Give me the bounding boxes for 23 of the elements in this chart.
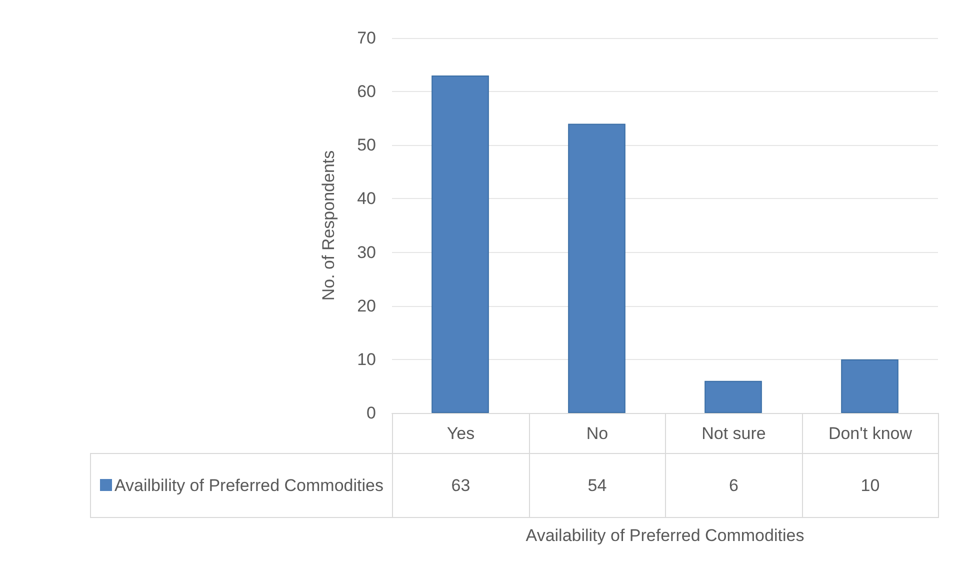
legend-label: Availbility of Preferred Commodities	[114, 476, 384, 496]
x-axis-title: Availability of Preferred Commodities	[524, 526, 806, 546]
y-tick-label: 70	[357, 28, 376, 48]
y-tick-label: 60	[357, 82, 376, 102]
y-tick-label: 0	[366, 404, 376, 422]
data-label: 54	[528, 453, 666, 518]
data-label: 10	[802, 453, 939, 518]
x-tick-label: No	[528, 413, 666, 454]
y-tick-label: 20	[357, 296, 376, 316]
y-axis-title: No. of Respondents	[319, 150, 338, 301]
x-tick-label: Don't know	[802, 413, 939, 454]
x-tick-label: Yes	[392, 413, 530, 454]
y-tick-label: 30	[357, 242, 376, 262]
y-tick-label: 40	[357, 189, 376, 208]
y-tick-label: 10	[357, 350, 376, 369]
bar	[704, 380, 762, 413]
data-label: 6	[665, 453, 802, 518]
data-label: 63	[392, 453, 530, 518]
bar	[568, 124, 626, 413]
y-tick-label: 50	[357, 136, 376, 155]
x-tick-label: Not sure	[665, 413, 802, 454]
bar	[841, 359, 898, 413]
bar	[432, 76, 489, 413]
